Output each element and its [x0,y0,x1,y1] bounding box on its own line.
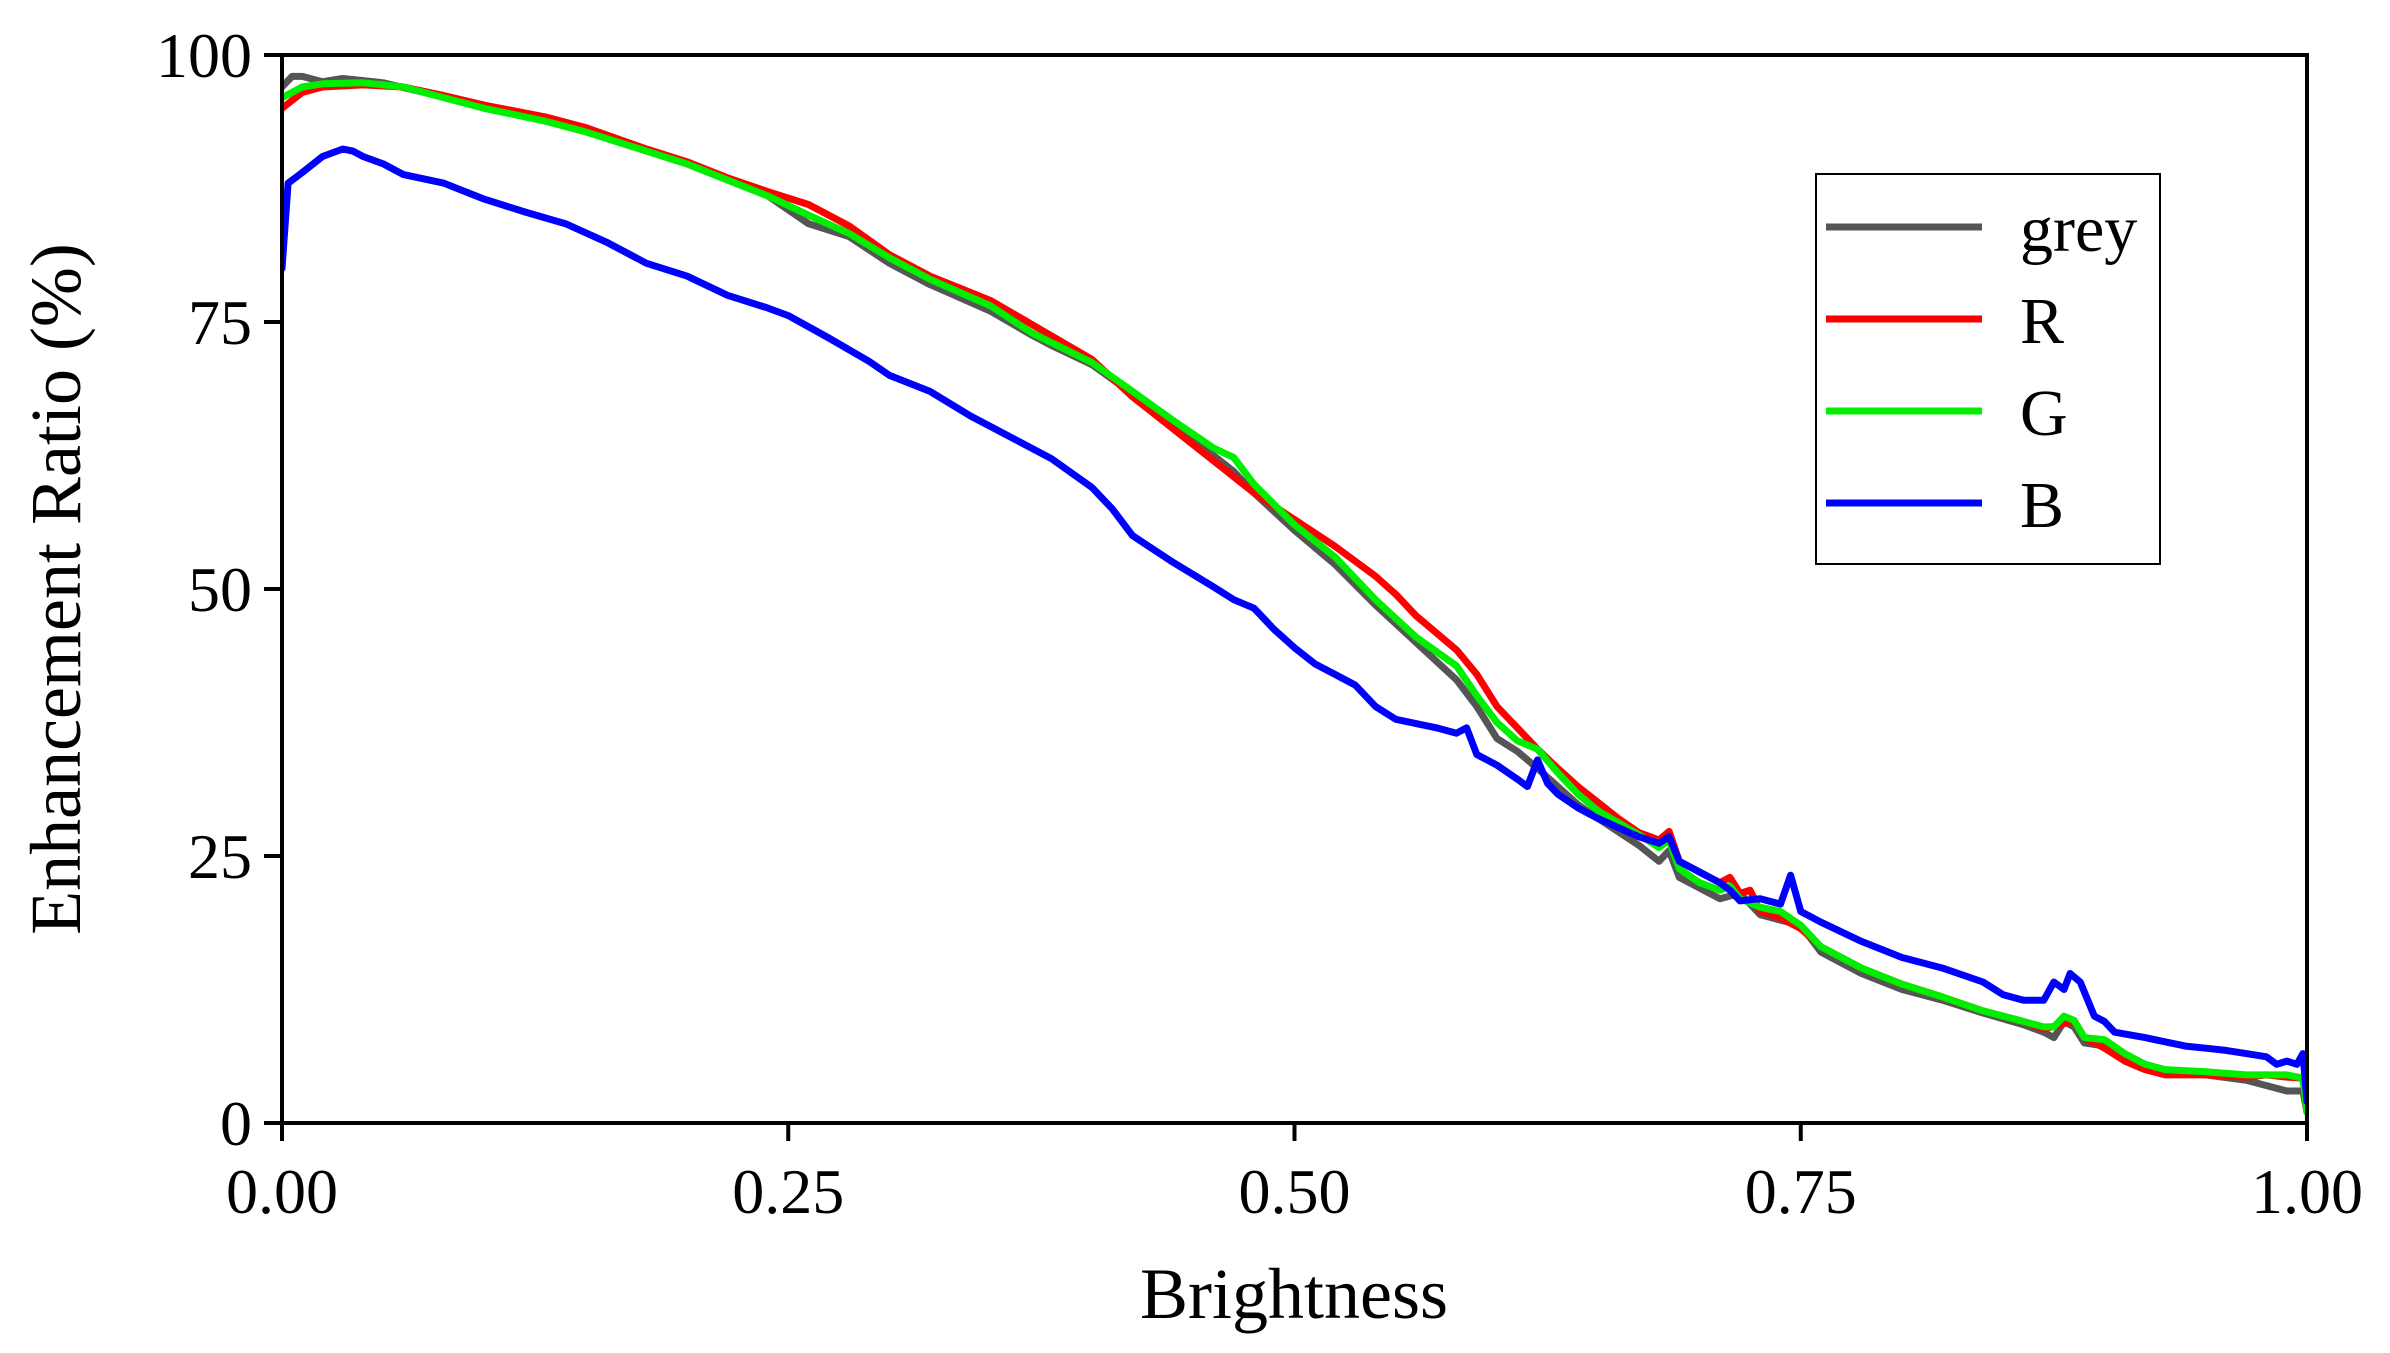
legend-items: grey RGB [1826,193,2137,542]
legend: grey RGB [1815,173,2161,565]
x-axis-ticks: 0.00 0.25 0.50 0.75 1.00 [226,1123,2363,1227]
legend-label-g: G [2020,377,2068,450]
x-tick-label: 0.75 [1745,1156,1857,1227]
x-tick-label: 1.00 [2251,1156,2363,1227]
legend-label-grey: grey [2020,193,2137,266]
y-tick-label: 75 [188,287,252,358]
y-tick-label: 50 [188,554,252,625]
legend-label-b: B [2020,469,2064,542]
y-tick-label: 100 [156,20,252,91]
x-axis-title: Brightness [1140,1254,1448,1334]
y-axis-ticks: 0 25 50 75 100 [156,20,282,1159]
y-tick-label: 0 [220,1088,252,1159]
x-tick-label: 0.25 [732,1156,844,1227]
x-tick-label: 0.50 [1239,1156,1351,1227]
x-tick-label: 0.00 [226,1156,338,1227]
y-axis-title: Enhancement Ratio (%) [16,243,96,935]
legend-label-r: R [2020,285,2064,358]
y-tick-label: 25 [188,821,252,892]
legend-box [1815,173,2161,565]
series-line-g [282,79,2307,1116]
series-line-b [282,145,2307,1106]
series-layer [282,72,2307,1116]
